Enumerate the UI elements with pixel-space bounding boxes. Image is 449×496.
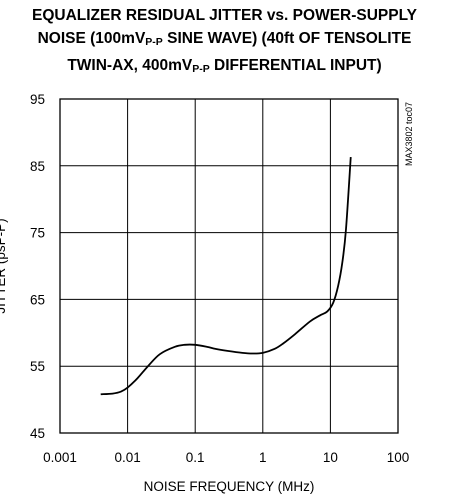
y-tick-labels: 45 55 65 75 85 95 <box>30 92 45 441</box>
plot-frame <box>59 98 399 434</box>
x-axis-label: NOISE FREQUENCY (MHz) <box>144 479 315 494</box>
series-line <box>100 157 352 396</box>
title-line-3-b: DIFFERENTIAL INPUT) <box>209 57 382 74</box>
title-line-3-a: TWIN-AX, 400mV <box>67 57 193 74</box>
y-tick-label: 45 <box>30 426 45 441</box>
title-line-2-b: SINE WAVE) (40ft OF TENSOLITE <box>162 30 412 47</box>
title-line-2-a: NOISE (100mV <box>37 30 146 47</box>
title-line-2-sub: P-P <box>145 36 163 48</box>
x-tick-label: 0.01 <box>114 450 140 465</box>
grid-lines <box>60 99 398 433</box>
x-tick-label: 0.1 <box>186 450 205 465</box>
x-tick-label: 0.001 <box>43 450 77 465</box>
title-line-3-sub: P-P <box>192 63 210 75</box>
figure-code: MAX3802 toc07 <box>404 102 414 166</box>
y-tick-label: 75 <box>30 226 45 241</box>
y-tick-label: 85 <box>30 159 45 174</box>
y-axis-label: JITTER (psP-P) <box>0 218 8 313</box>
y-tick-label: 95 <box>30 92 45 107</box>
title-line-2: NOISE (100mVP-P SINE WAVE) (40ft OF TENS… <box>0 27 449 54</box>
y-tick-label: 55 <box>30 359 45 374</box>
y-tick-label: 65 <box>30 292 45 307</box>
title-line-3: TWIN-AX, 400mVP-P DIFFERENTIAL INPUT) <box>0 54 449 81</box>
title-line-1: EQUALIZER RESIDUAL JITTER vs. POWER-SUPP… <box>32 7 417 24</box>
x-tick-label: 100 <box>387 450 410 465</box>
x-tick-labels: 0.001 0.01 0.1 1 10 100 <box>43 450 409 465</box>
x-tick-label: 10 <box>323 450 338 465</box>
x-tick-label: 1 <box>259 450 267 465</box>
chart-title: EQUALIZER RESIDUAL JITTER vs. POWER-SUPP… <box>0 4 449 81</box>
